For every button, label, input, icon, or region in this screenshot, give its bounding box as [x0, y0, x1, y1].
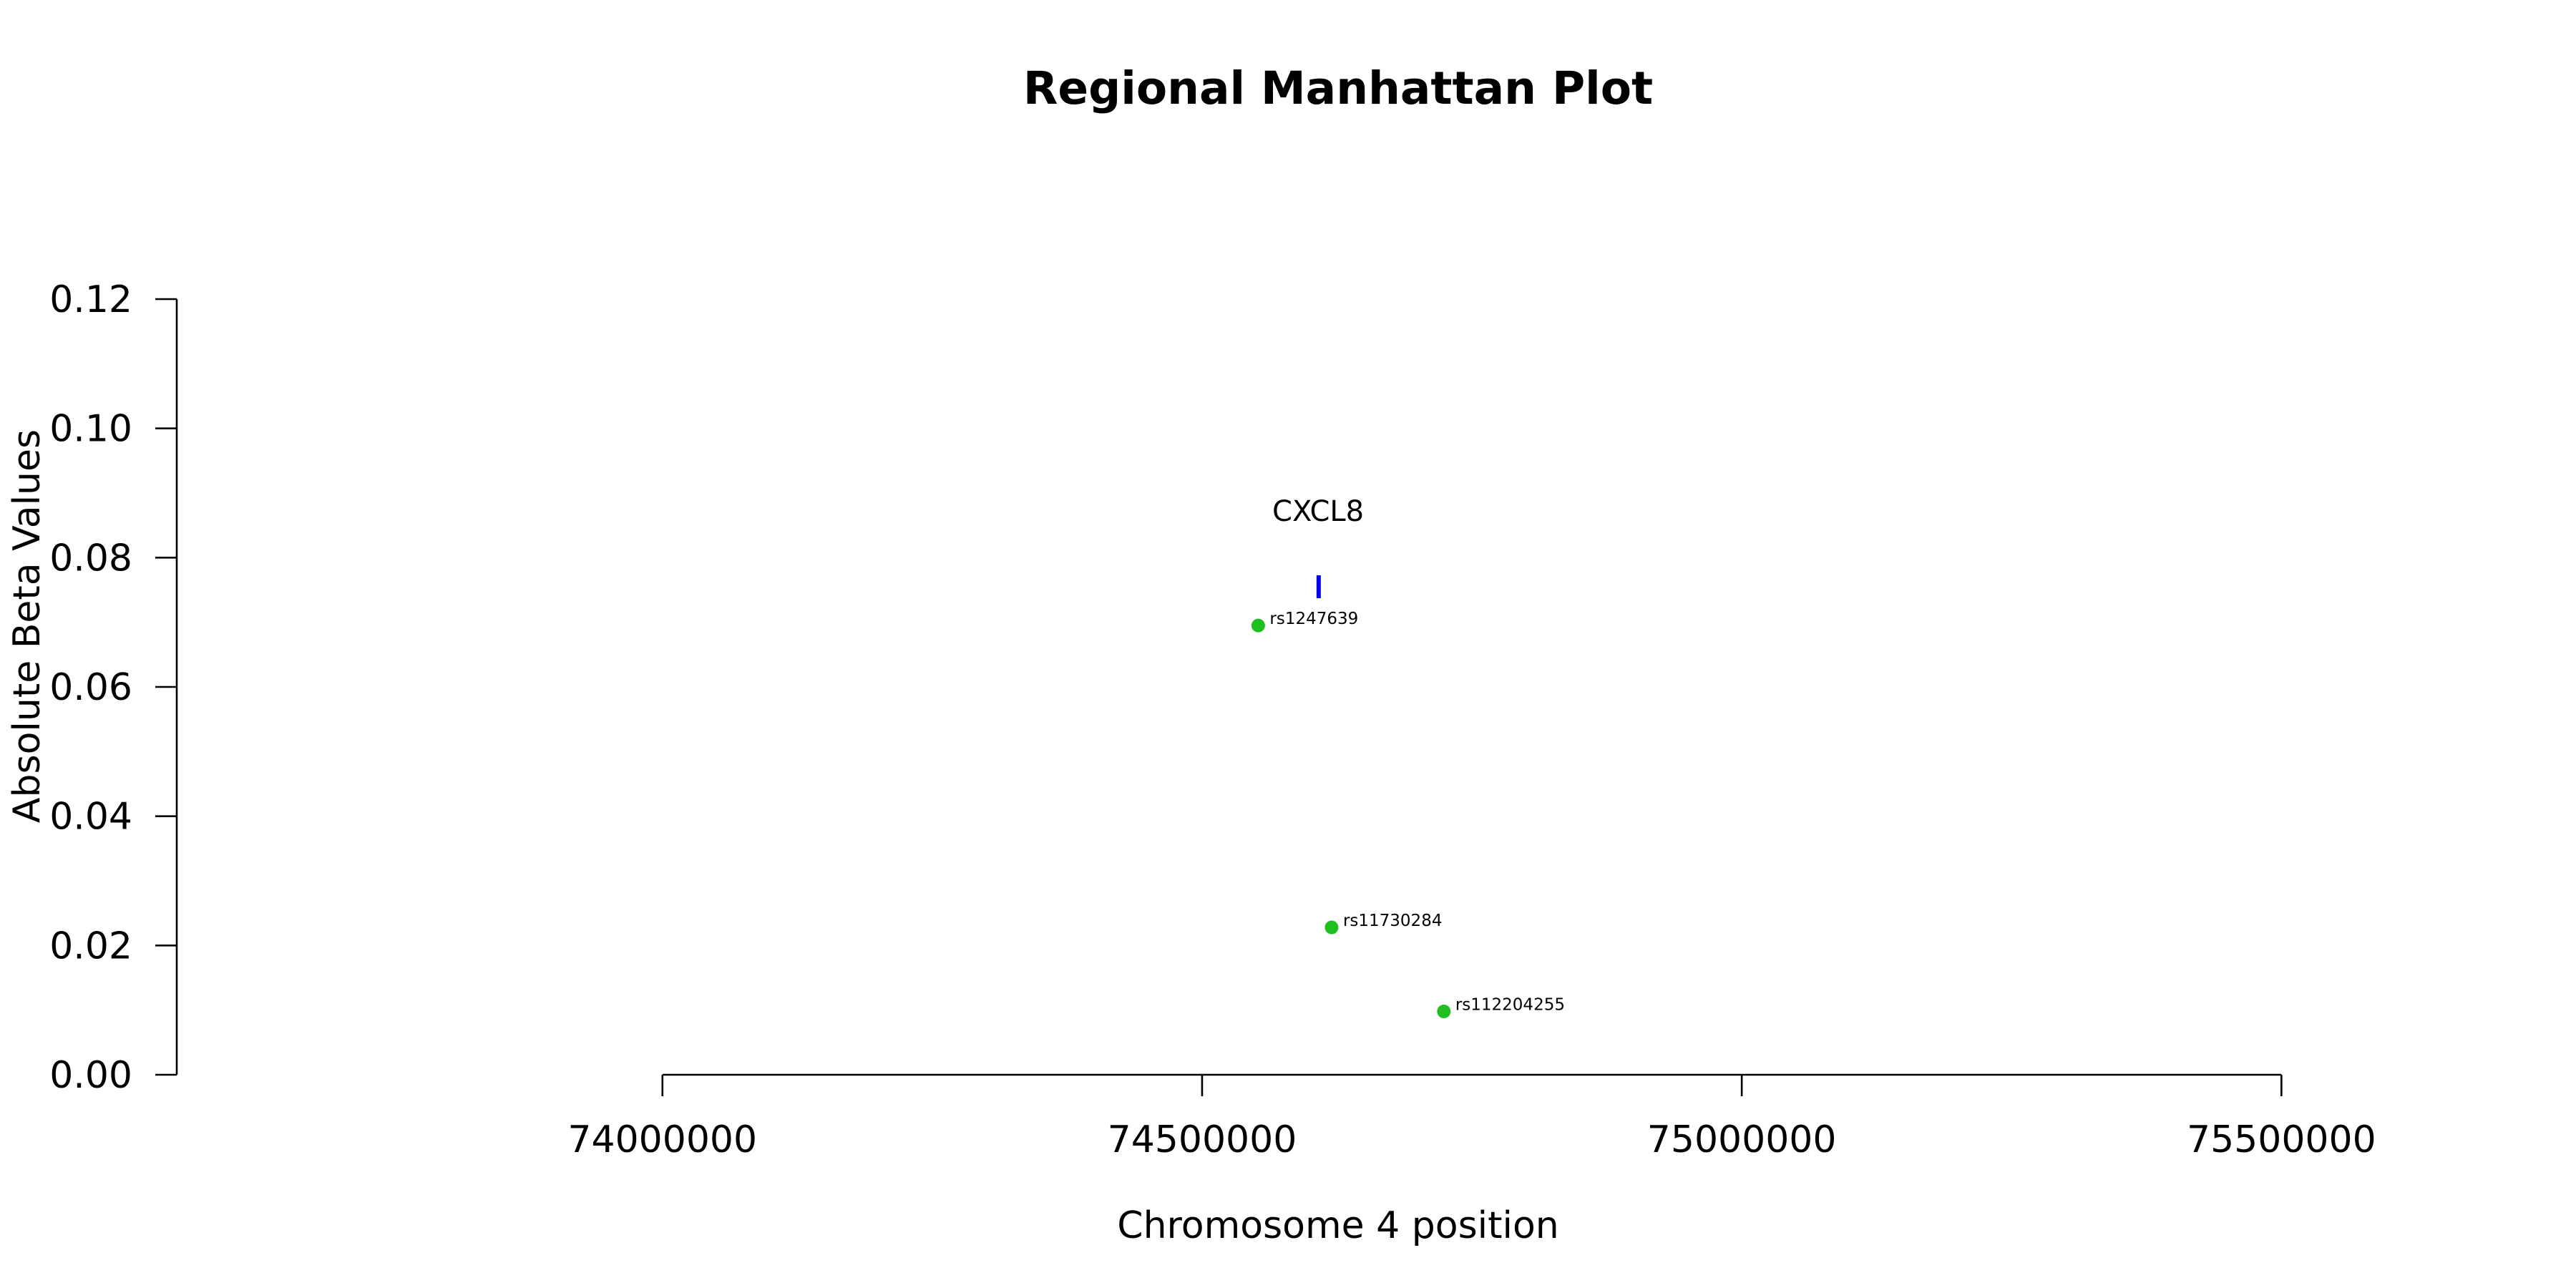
snp-label: rs11730284	[1343, 912, 1443, 930]
y-axis-title: Absolute Beta Values	[6, 429, 49, 823]
x-tick-label: 75000000	[1647, 1118, 1837, 1161]
y-tick-label: 0.10	[49, 408, 132, 451]
snp-points: rs1247639 rs11730284 rs112204255	[1251, 610, 1565, 1018]
snp-label: rs112204255	[1455, 995, 1565, 1014]
y-tick-label: 0.12	[49, 278, 132, 321]
snp-label: rs1247639	[1269, 610, 1358, 628]
y-tick-label: 0.08	[49, 537, 132, 580]
x-tick-label: 74000000	[567, 1118, 757, 1161]
x-tick-label: 75500000	[2187, 1118, 2376, 1161]
y-axis: 0.00 0.02 0.04 0.06 0.08 0.10 0.12	[49, 278, 178, 1097]
x-axis: 74000000 74500000 75000000 75500000	[567, 1073, 2376, 1161]
x-tick-label: 74500000	[1108, 1118, 1297, 1161]
y-tick-label: 0.04	[49, 796, 132, 839]
gene-marker	[1316, 575, 1321, 598]
snp-point	[1324, 920, 1339, 935]
chart-title: Regional Manhattan Plot	[1023, 62, 1653, 114]
gene-label: CXCL8	[1272, 495, 1364, 528]
snp-point	[1437, 1004, 1451, 1018]
x-axis-title: Chromosome 4 position	[1117, 1204, 1558, 1247]
gene-markers: CXCL8	[1272, 495, 1364, 598]
y-tick-label: 0.06	[49, 666, 132, 709]
snp-point	[1251, 618, 1265, 633]
y-tick-label: 0.02	[49, 924, 132, 967]
y-tick-label: 0.00	[49, 1054, 132, 1097]
